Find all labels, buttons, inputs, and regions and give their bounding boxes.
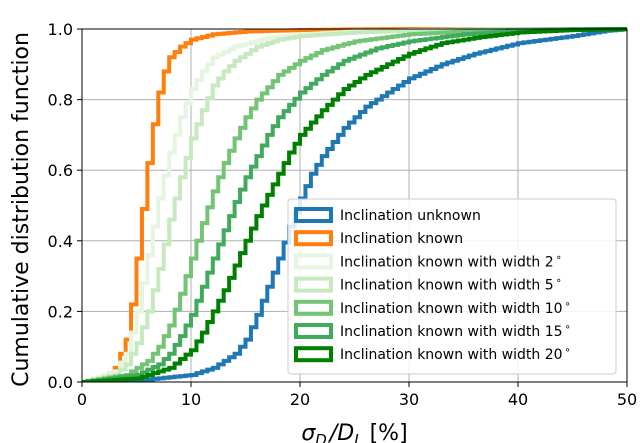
x-axis-label-rest: /D	[328, 421, 354, 443]
legend-label-4: Inclination known with width 10 ∘	[340, 299, 571, 317]
x-axis-label-sub: D	[315, 431, 327, 443]
y-axis-label: Cumulative distribution function	[9, 32, 34, 387]
legend-label-1: Inclination known	[340, 231, 463, 247]
legend-label-3: Inclination known with width 5 ∘	[340, 276, 562, 294]
x-tick-label: 20	[290, 390, 310, 409]
legend-label-2: Inclination known with width 2 ∘	[340, 252, 562, 270]
y-tick-label: 0.8	[48, 91, 73, 110]
x-tick-label: 10	[181, 390, 201, 409]
x-axis-label-unit: [%]	[363, 421, 408, 443]
x-tick-label: 0	[77, 390, 87, 409]
x-tick-label: 40	[508, 390, 528, 409]
legend-label-5: Inclination known with width 15 ∘	[340, 322, 571, 340]
legend-swatch-1	[294, 230, 333, 247]
x-axis-label-sigma: σ	[301, 421, 316, 443]
legend: Inclination unknown Inclination known Incl…	[287, 198, 617, 375]
legend-box	[287, 198, 617, 375]
legend-swatch-5	[294, 323, 333, 339]
legend-label-6: Inclination known with width 20 ∘	[340, 345, 571, 363]
legend-swatch-3	[294, 276, 333, 293]
plot-frame	[81, 28, 628, 383]
series-line-0	[82, 27, 627, 382]
x-tick-label: 50	[617, 390, 637, 409]
legend-label-0: Inclination unknown	[340, 208, 481, 224]
legend-swatch-0	[294, 207, 333, 223]
x-axis-ticks: 0 10 20 30 40 50	[77, 382, 637, 409]
y-tick-label: 0.4	[48, 232, 73, 251]
y-axis-ticks: 0.0 0.2 0.4 0.6 0.8 1.0	[48, 20, 82, 392]
y-tick-label: 0.2	[48, 302, 73, 321]
series-line-6	[82, 27, 627, 382]
x-tick-label: 30	[399, 390, 419, 409]
x-axis-label-subsub: l	[327, 438, 330, 443]
legend-swatch-4	[294, 299, 333, 316]
y-tick-label: 1.0	[48, 20, 73, 39]
legend-swatch-2	[294, 253, 333, 270]
x-axis-label-rest-sub: L	[354, 431, 362, 443]
legend-swatch-6	[294, 346, 333, 363]
x-axis-label: σDl/DL [%]	[301, 421, 407, 443]
y-tick-label: 0.0	[48, 373, 73, 392]
y-tick-label: 0.6	[48, 161, 73, 180]
